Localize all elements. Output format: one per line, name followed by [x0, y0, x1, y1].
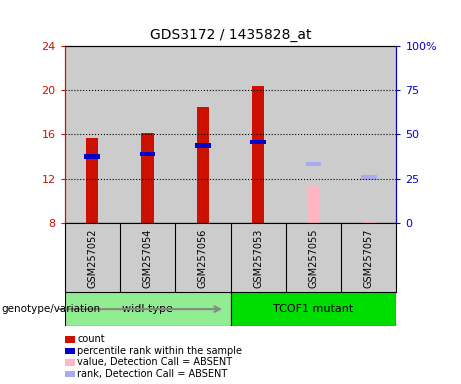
Text: percentile rank within the sample: percentile rank within the sample	[77, 346, 242, 356]
Bar	[307, 185, 319, 223]
Bar	[306, 162, 321, 166]
Text: GSM257052: GSM257052	[87, 228, 97, 288]
Bar	[341, 46, 396, 223]
Bar	[361, 175, 377, 180]
Text: widl type: widl type	[122, 304, 173, 314]
Text: value, Detection Call = ABSENT: value, Detection Call = ABSENT	[77, 358, 232, 367]
Bar	[65, 292, 230, 326]
Bar	[120, 46, 175, 223]
Bar	[142, 133, 154, 223]
Bar	[252, 86, 264, 223]
Text: rank, Detection Call = ABSENT: rank, Detection Call = ABSENT	[77, 369, 228, 379]
Bar	[197, 107, 209, 223]
Bar	[286, 46, 341, 223]
Text: genotype/variation: genotype/variation	[1, 304, 100, 314]
Bar	[195, 143, 211, 147]
Bar	[175, 46, 230, 223]
Bar	[363, 222, 375, 223]
Bar	[84, 154, 100, 159]
Text: GSM257053: GSM257053	[253, 228, 263, 288]
Bar	[140, 152, 155, 157]
Bar	[250, 140, 266, 144]
Text: GSM257054: GSM257054	[142, 228, 153, 288]
Bar	[230, 46, 286, 223]
Bar	[65, 46, 120, 223]
Text: GSM257057: GSM257057	[364, 228, 374, 288]
Bar	[230, 292, 396, 326]
Title: GDS3172 / 1435828_at: GDS3172 / 1435828_at	[150, 28, 311, 42]
Bar	[86, 138, 98, 223]
Text: TCOF1 mutant: TCOF1 mutant	[273, 304, 354, 314]
Text: GSM257055: GSM257055	[308, 228, 319, 288]
Text: GSM257056: GSM257056	[198, 228, 208, 288]
Text: count: count	[77, 334, 105, 344]
